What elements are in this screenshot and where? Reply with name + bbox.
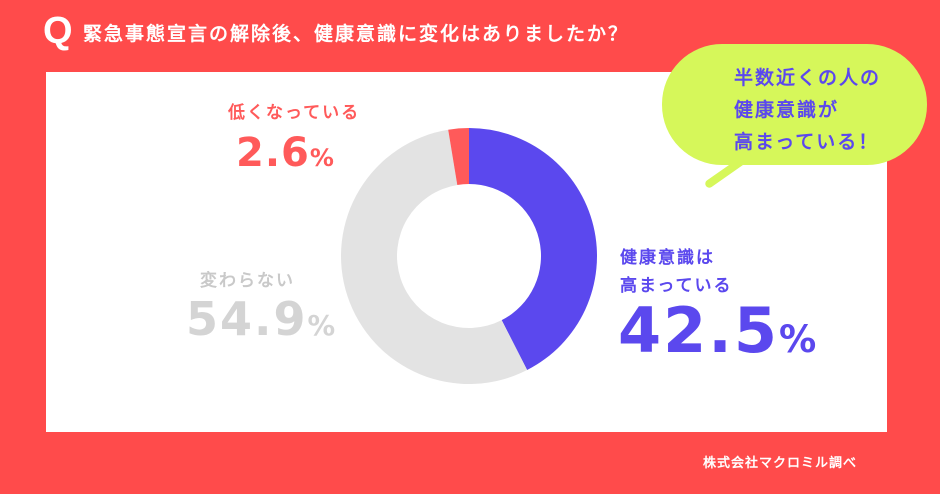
unchanged-value: 54.9%: [186, 292, 338, 346]
decreased-value: 2.6%: [236, 130, 335, 176]
donut-slice: [341, 129, 528, 384]
source-credit: 株式会社マクロミル調べ: [703, 456, 858, 471]
question-mark-badge: Q: [43, 10, 73, 52]
callout-text: 半数近くの人の 健康意識が 高まっている！: [734, 67, 882, 153]
donut-slice: [469, 128, 597, 371]
unchanged-label: 変わらない: [200, 271, 295, 291]
increased-label: 健康意識は 高まっている: [620, 248, 733, 296]
increased-value: 42.5%: [618, 294, 819, 367]
question-title: 緊急事態宣言の解除後、健康意識に変化はありましたか？: [83, 23, 630, 45]
decreased-label: 低くなっている: [228, 103, 361, 123]
callout-bubble: 半数近くの人の 健康意識が 高まっている！: [662, 44, 927, 165]
donut-slice: [448, 128, 469, 185]
donut-slices: [341, 128, 597, 384]
